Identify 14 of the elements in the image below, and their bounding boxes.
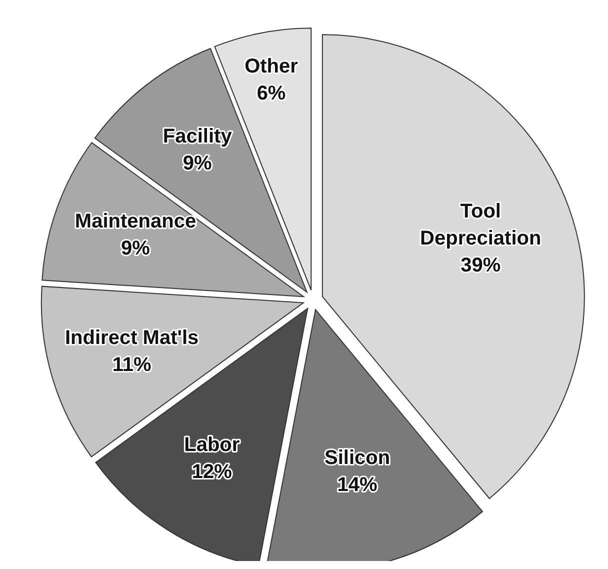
data-label: 14% [337,474,378,496]
slice-label: Maintenance [74,210,196,233]
data-label: 39% [460,254,501,277]
data-label: 9% [182,152,212,175]
data-label: 9% [121,238,150,260]
slice-label: Indirect Mat'ls [65,327,199,350]
slice-label: Other [244,56,298,78]
slice-label: Tool Depreciation [420,200,542,250]
slice-label: Labor [184,434,240,456]
slice-label: Silicon [324,447,390,470]
data-label: 12% [192,461,232,484]
data-label: 11% [112,354,152,376]
data-label: 6% [256,83,286,106]
slice-label: Facility [162,126,233,148]
